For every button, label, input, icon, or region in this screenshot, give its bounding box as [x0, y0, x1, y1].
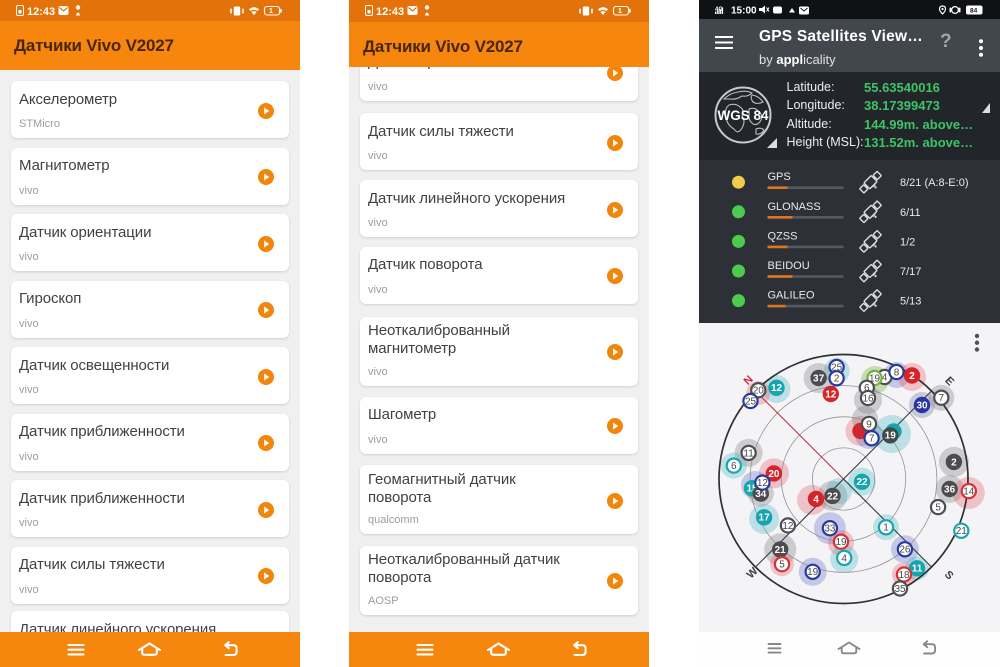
svg-text:34: 34	[755, 489, 767, 500]
svg-text:21: 21	[956, 526, 968, 537]
svg-text:30: 30	[916, 400, 928, 411]
svg-text:19: 19	[807, 567, 819, 578]
svg-text:6: 6	[864, 383, 870, 394]
svg-text:12: 12	[782, 520, 794, 531]
svg-text:GALILEO: GALILEO	[768, 289, 816, 301]
svg-text:19: 19	[885, 430, 897, 441]
svg-text:4G: 4G	[715, 7, 723, 13]
svg-text:6: 6	[731, 461, 737, 472]
svg-text:19: 19	[835, 537, 847, 548]
svg-text:S: S	[942, 568, 956, 582]
svg-text:16: 16	[862, 393, 874, 404]
svg-text:12: 12	[825, 389, 837, 400]
svg-text:15: 15	[746, 483, 758, 494]
svg-text:7: 7	[939, 393, 945, 404]
svg-text:22: 22	[827, 491, 839, 502]
svg-text:2: 2	[951, 457, 957, 468]
svg-text:6/11: 6/11	[900, 206, 921, 218]
svg-text:GLONASS: GLONASS	[768, 200, 821, 212]
svg-text:11: 11	[743, 448, 754, 459]
svg-text:1: 1	[883, 522, 889, 533]
svg-text:11: 11	[912, 563, 923, 574]
svg-text:12:43: 12:43	[376, 6, 404, 18]
svg-text:1: 1	[269, 8, 273, 15]
svg-text:1/2: 1/2	[900, 236, 915, 248]
svg-text:14: 14	[963, 486, 975, 497]
svg-text:37: 37	[813, 373, 825, 384]
svg-text:7/17: 7/17	[900, 266, 921, 278]
svg-text:9: 9	[866, 419, 872, 430]
svg-text:35: 35	[894, 583, 906, 594]
svg-text:W: W	[745, 564, 761, 580]
svg-text:21: 21	[775, 544, 787, 555]
svg-text:2: 2	[909, 370, 915, 381]
svg-text:12: 12	[757, 478, 769, 489]
svg-text:8/21 (A:8-E:0): 8/21 (A:8-E:0)	[900, 177, 968, 189]
svg-text:5: 5	[779, 559, 785, 570]
svg-text:18: 18	[898, 569, 910, 580]
svg-text:33: 33	[824, 523, 836, 534]
svg-text:GPS: GPS	[768, 171, 791, 183]
svg-text:26: 26	[899, 544, 911, 555]
svg-text:2: 2	[834, 373, 840, 384]
svg-text:7: 7	[869, 433, 875, 444]
svg-text:17: 17	[759, 512, 771, 523]
svg-text:1: 1	[618, 8, 622, 15]
svg-text:WGS 84: WGS 84	[717, 108, 769, 123]
svg-text:20: 20	[753, 385, 765, 396]
svg-text:QZSS: QZSS	[768, 230, 798, 242]
svg-text:20: 20	[768, 468, 780, 479]
svg-text:8: 8	[894, 367, 900, 378]
svg-text:25: 25	[831, 362, 843, 373]
svg-text:4: 4	[841, 553, 847, 564]
svg-text:BEIDOU: BEIDOU	[768, 260, 810, 272]
svg-text:12: 12	[771, 383, 783, 394]
svg-text:25: 25	[745, 396, 757, 407]
svg-text:22: 22	[856, 477, 868, 488]
svg-text:4: 4	[813, 494, 819, 505]
svg-text:5: 5	[935, 502, 941, 513]
svg-text:84: 84	[970, 8, 978, 15]
svg-text:12:43: 12:43	[27, 6, 55, 18]
svg-text:4: 4	[882, 372, 888, 383]
svg-text:5/13: 5/13	[900, 295, 921, 307]
svg-text:36: 36	[944, 484, 956, 495]
svg-text:15:00: 15:00	[731, 6, 757, 17]
svg-text:19: 19	[869, 373, 881, 384]
